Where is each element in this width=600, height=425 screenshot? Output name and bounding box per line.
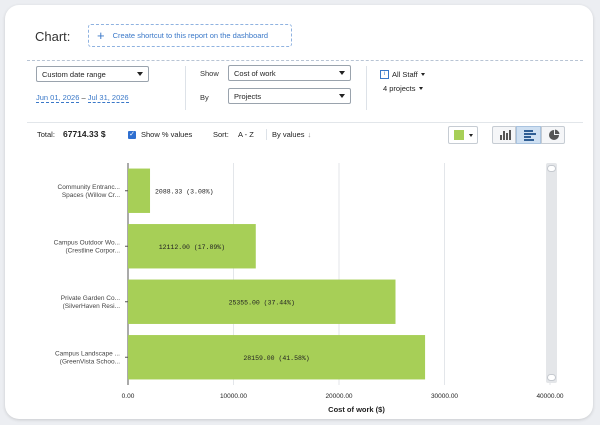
info-icon: i (380, 70, 389, 79)
category-label: Campus Outdoor Wo... (54, 239, 121, 246)
data-label: 25355.00 (37.44%) (229, 299, 295, 306)
data-label: 28159.00 (41.58%) (243, 355, 309, 362)
projects-value: 4 projects (383, 84, 416, 93)
date-from-link[interactable]: Jun 01, 2026 (36, 93, 80, 103)
x-tick-label: 20000.00 (325, 393, 352, 400)
projects-filter[interactable]: 4 projects (383, 84, 423, 93)
horizontal-bar-chart-button[interactable] (516, 126, 541, 144)
color-swatch (454, 130, 464, 140)
show-select[interactable]: Cost of work (228, 65, 351, 81)
chevron-down-icon (339, 71, 345, 75)
sort-az-button[interactable]: A - Z (238, 130, 254, 139)
by-select[interactable]: Projects (228, 88, 351, 104)
sort-arrow-icon: ↓ (307, 130, 312, 139)
chevron-down-icon (339, 94, 345, 98)
show-percent-label: Show % values (141, 130, 193, 139)
bar (128, 224, 256, 269)
date-to-link[interactable]: Jul 31, 2026 (87, 93, 129, 103)
staff-filter[interactable]: i All Staff (380, 70, 425, 79)
pie-chart-button[interactable] (541, 126, 565, 144)
chevron-down-icon (418, 87, 423, 90)
data-label: 12112.00 (17.89%) (159, 244, 225, 251)
plus-icon: + (97, 28, 105, 43)
color-picker-button[interactable] (448, 126, 478, 144)
bar-chart: 0.00 10000.00 20000.00 30000.00 40000.00 Cost… (5, 5, 593, 419)
x-axis-title: Cost of work ($) (328, 405, 385, 414)
create-shortcut-label: Create shortcut to this report on the da… (112, 31, 269, 40)
bar (128, 335, 426, 380)
date-separator: – (81, 93, 86, 102)
category-label: (SilverHaven Resi... (63, 303, 121, 310)
by-label: By (200, 93, 209, 102)
bar (128, 279, 396, 324)
category-label: Campus Landscape ... (55, 350, 120, 357)
scrollbar-bottom-handle[interactable] (547, 374, 556, 381)
report-card: Chart: + Create shortcut to this report … (5, 5, 593, 419)
total-value: 67714.33 $ (63, 129, 106, 139)
date-range-links: Jun 01, 2026 – Jul 31, 2026 (36, 93, 129, 103)
staff-value: All Staff (392, 70, 418, 79)
divider (366, 66, 367, 110)
x-tick-label: 30000.00 (431, 393, 458, 400)
x-tick-label: 40000.00 (536, 393, 563, 400)
divider (185, 66, 186, 110)
vertical-bar-chart-button[interactable] (492, 126, 516, 144)
chevron-down-icon (420, 73, 425, 76)
chart-canvas: 0.00 10000.00 20000.00 30000.00 40000.00 Cost… (54, 163, 564, 414)
horizontal-bar-chart-icon (524, 130, 536, 141)
chevron-down-icon (137, 72, 143, 76)
x-tick-label: 10000.00 (220, 393, 247, 400)
data-label: 2088.33 (3.08%) (155, 188, 214, 195)
create-shortcut-button[interactable]: + Create shortcut to this report on the … (88, 24, 292, 47)
by-values-label: By values (272, 130, 305, 139)
date-range-value: Custom date range (42, 69, 106, 79)
divider (27, 60, 583, 61)
category-label: Private Garden Co... (61, 295, 120, 302)
bar (128, 168, 151, 213)
pie-chart-icon (549, 129, 560, 140)
divider (266, 129, 267, 140)
category-label: Community Entranc... (58, 184, 121, 191)
by-value: Projects (234, 91, 262, 101)
chevron-down-icon (469, 134, 473, 137)
vertical-bar-chart-icon (500, 130, 511, 140)
checkmark-icon: ✓ (128, 130, 136, 139)
scrollbar-top-handle[interactable] (547, 165, 556, 172)
category-label: (Crestline Corpor... (65, 247, 120, 254)
show-value: Cost of work (234, 68, 276, 78)
total-label: Total: (37, 130, 55, 139)
x-tick-label: 0.00 (122, 393, 135, 400)
show-percent-checkbox[interactable]: ✓ Show % values (128, 130, 192, 139)
chart-scrollbar[interactable] (546, 163, 557, 383)
sort-by-values-button[interactable]: By values ↓ (272, 130, 311, 139)
page-title: Chart: (35, 29, 71, 44)
sort-label: Sort: (213, 130, 229, 139)
divider (27, 122, 583, 123)
date-range-select[interactable]: Custom date range (36, 66, 149, 82)
category-label: Spaces (Willow Cr... (62, 192, 120, 199)
category-label: (GreenVista Schoo... (60, 358, 120, 365)
show-label: Show (200, 69, 219, 78)
